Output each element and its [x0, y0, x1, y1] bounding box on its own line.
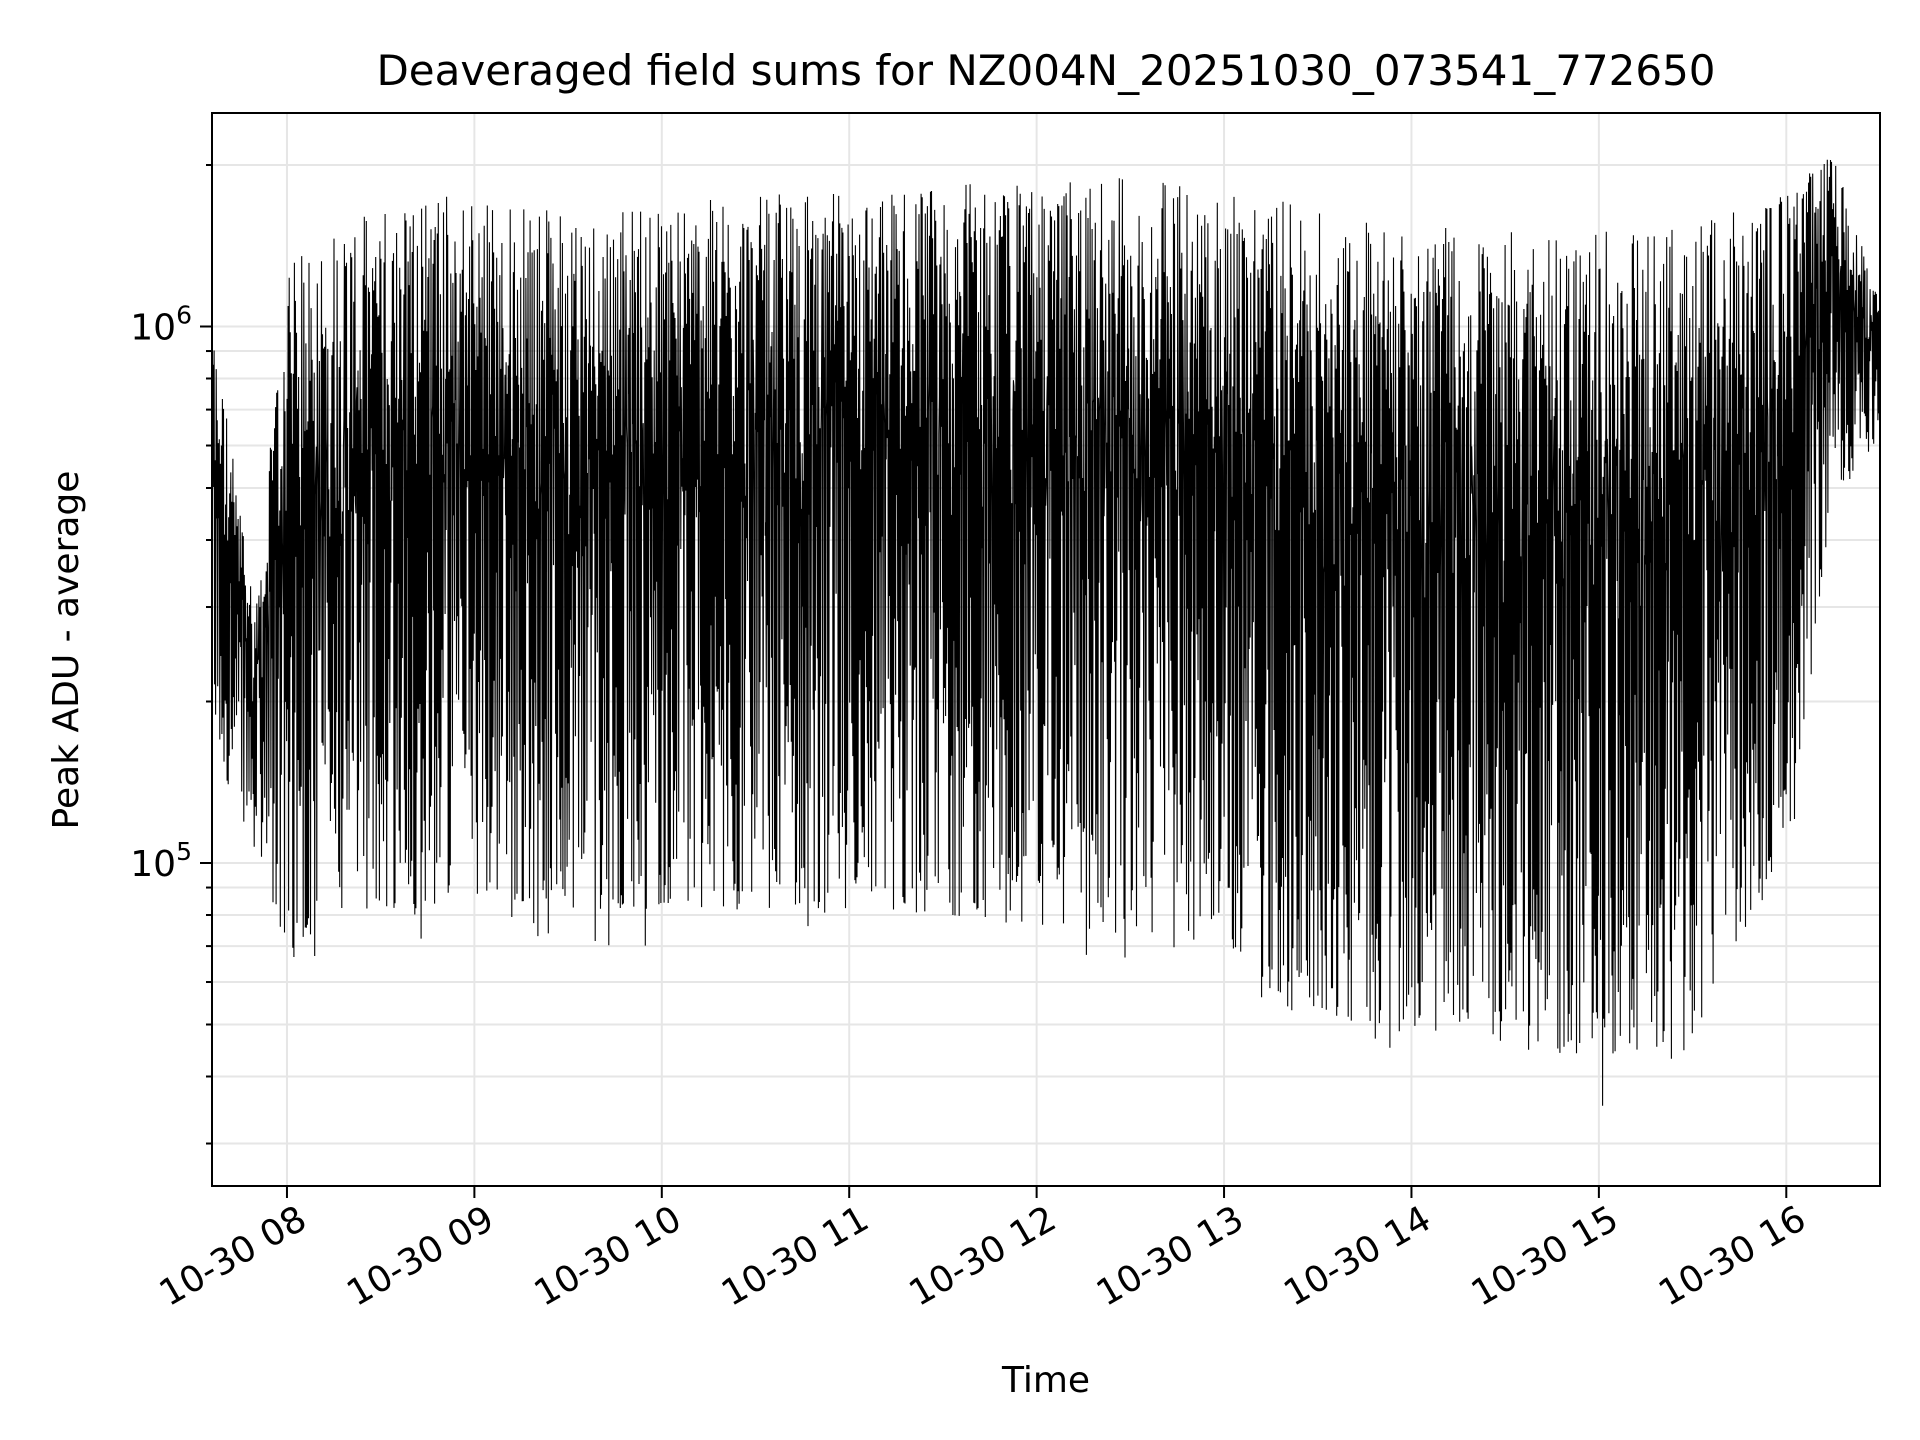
y-tick-label: 106	[130, 300, 192, 348]
y-axis-ticks: 105 106	[130, 163, 212, 1145]
y-axis-label: Peak ADU - average	[46, 471, 87, 830]
y-tick-label: 105	[130, 837, 192, 885]
series-line	[211, 159, 1881, 1106]
data-series	[211, 159, 1881, 1106]
plot-frame	[211, 112, 1881, 1187]
x-axis-label: Time	[1001, 1360, 1090, 1401]
chart-title: Deaveraged field sums for NZ004N_2025103…	[376, 46, 1715, 95]
